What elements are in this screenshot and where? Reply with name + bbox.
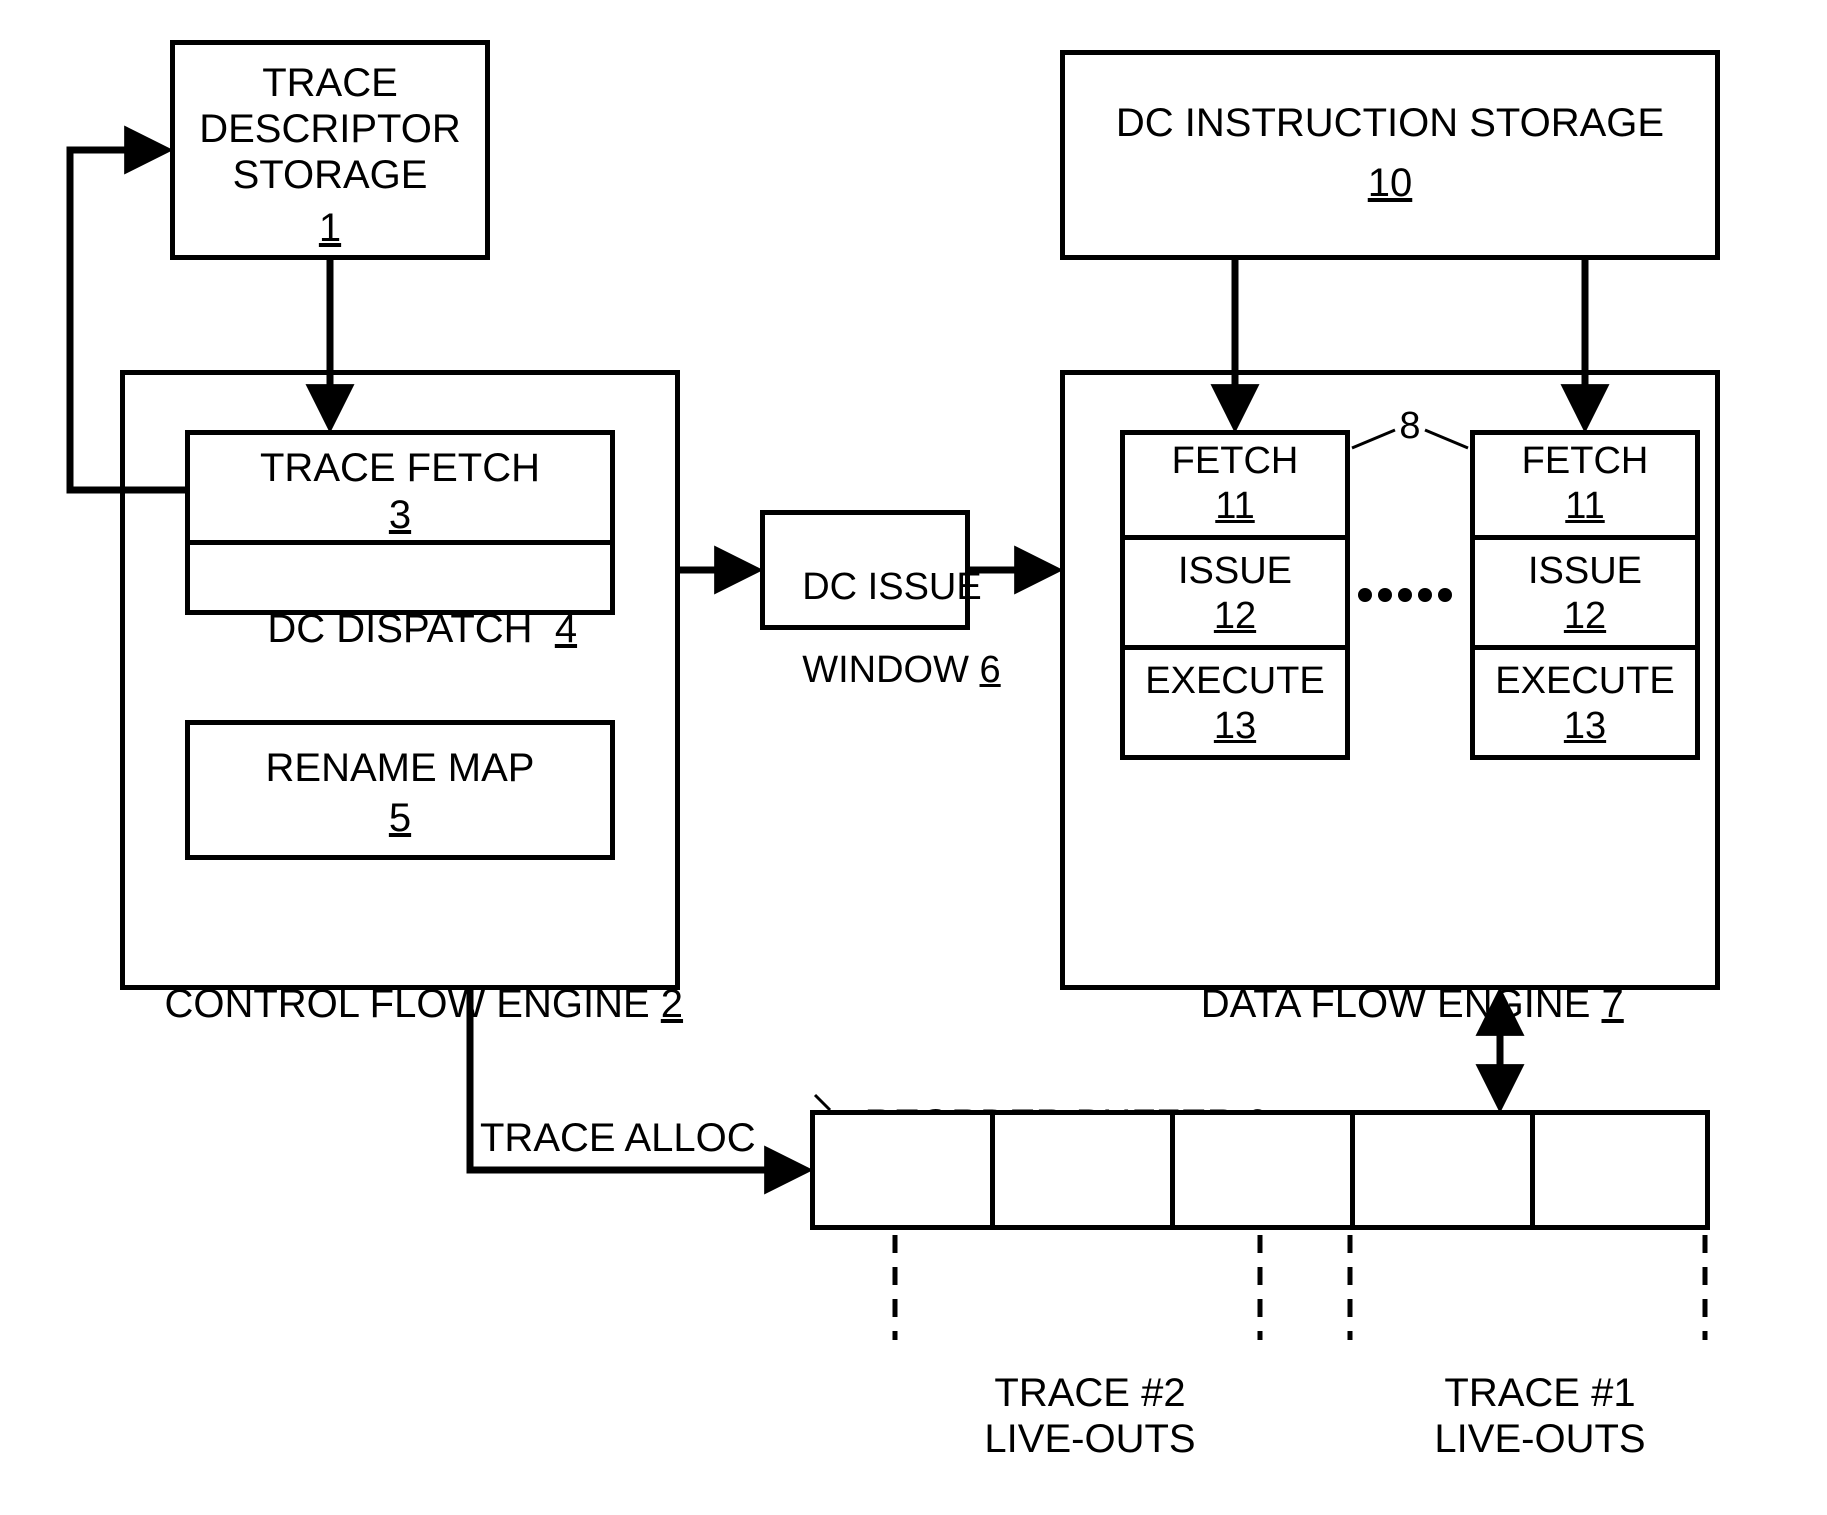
- rob-cell-divider-1: [990, 1110, 995, 1230]
- label-dc-dispatch-text: DC DISPATCH: [267, 607, 532, 651]
- ref-pipeA-fetch: 11: [1120, 485, 1350, 529]
- rob-cell-divider-3: [1350, 1110, 1355, 1230]
- ref-dfe: 7: [1602, 982, 1624, 1026]
- ref-pipes: 8: [1390, 405, 1430, 449]
- rob-cell-divider-4: [1530, 1110, 1535, 1230]
- label-cfe-text: CONTROL FLOW ENGINE: [164, 982, 649, 1026]
- ref-pipeB-execute: 13: [1470, 705, 1700, 749]
- label-dciw-line1: DC ISSUE: [802, 566, 981, 608]
- rob-cell-divider-2: [1170, 1110, 1175, 1230]
- ref-pipeA-issue: 12: [1120, 595, 1350, 639]
- label-trace-descriptor-storage: TRACE DESCRIPTOR STORAGE: [170, 60, 490, 198]
- label-dfe-text: DATA FLOW ENGINE: [1201, 982, 1591, 1026]
- ref-dc-instruction-storage: 10: [1060, 160, 1720, 206]
- ref-dc-issue-window: 6: [980, 649, 1001, 691]
- ref-trace-fetch: 3: [185, 492, 615, 538]
- node-reorder-buffer: [810, 1110, 1710, 1230]
- label-dciw-line2: WINDOW: [802, 649, 979, 691]
- label-pipeB-issue: ISSUE: [1470, 550, 1700, 594]
- ref-pipeB-fetch: 11: [1470, 485, 1700, 529]
- label-control-flow-engine: CONTROL FLOW ENGINE 2: [120, 935, 680, 1073]
- label-trace2-liveouts: TRACE #2 LIVE-OUTS: [940, 1370, 1240, 1462]
- label-trace1-liveouts: TRACE #1 LIVE-OUTS: [1390, 1370, 1690, 1462]
- label-rename-map: RENAME MAP: [185, 745, 615, 791]
- label-pipeA-issue: ISSUE: [1120, 550, 1350, 594]
- label-pipeB-execute: EXECUTE: [1470, 660, 1700, 704]
- label-trace-fetch: TRACE FETCH: [185, 445, 615, 491]
- label-pipeB-fetch: FETCH: [1470, 440, 1700, 484]
- node-dc-instruction-storage: [1060, 50, 1720, 260]
- ref-pipeB-issue: 12: [1470, 595, 1700, 639]
- ref-rename-map: 5: [185, 795, 615, 841]
- label-dc-issue-window: DC ISSUE WINDOW 6: [760, 525, 970, 734]
- ref-trace-descriptor-storage: 1: [170, 205, 490, 251]
- label-dc-instruction-storage: DC INSTRUCTION STORAGE: [1060, 100, 1720, 146]
- label-pipeA-fetch: FETCH: [1120, 440, 1350, 484]
- label-pipeA-execute: EXECUTE: [1120, 660, 1350, 704]
- ref-pipeA-execute: 13: [1120, 705, 1350, 749]
- label-data-flow-engine: DATA FLOW ENGINE 7: [1060, 935, 1720, 1073]
- ref-dc-dispatch: 4: [555, 607, 577, 651]
- label-trace-alloc: TRACE ALLOC: [480, 1115, 780, 1161]
- ref-cfe: 2: [661, 982, 683, 1026]
- label-dc-dispatch: DC DISPATCH 4: [185, 560, 615, 698]
